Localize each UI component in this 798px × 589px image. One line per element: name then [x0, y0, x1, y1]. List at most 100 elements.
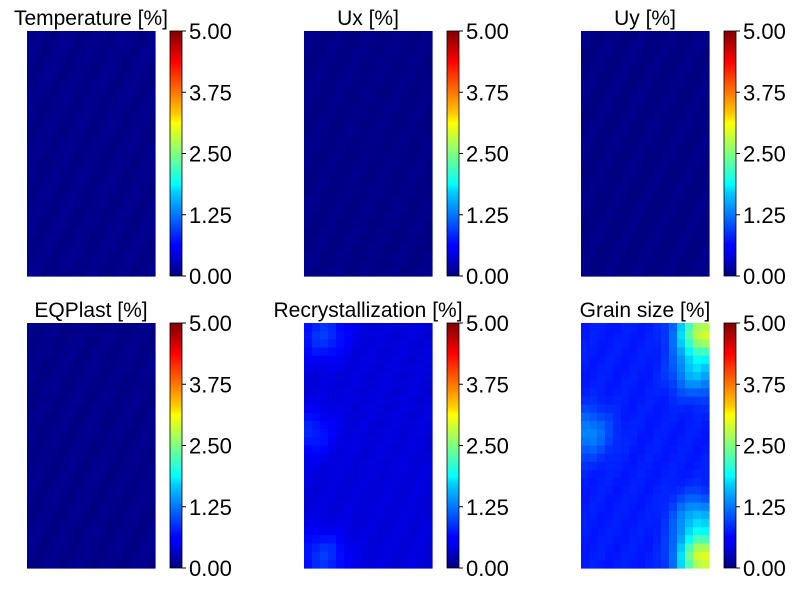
- heatmap-cell: [701, 178, 710, 187]
- heatmap-cell: [35, 80, 44, 89]
- heatmap-cell: [424, 112, 433, 122]
- heatmap-cell: [376, 243, 385, 253]
- heatmap-cell: [605, 486, 614, 496]
- heatmap-cell: [312, 161, 321, 171]
- heatmap-cell: [123, 39, 132, 48]
- heatmap-cell: [35, 227, 44, 236]
- heatmap-cell: [613, 202, 622, 212]
- heatmap-cell: [35, 88, 44, 97]
- heatmap-cell: [51, 31, 60, 40]
- heatmap-cell: [27, 63, 36, 73]
- heatmap-cell: [376, 71, 385, 81]
- heatmap-cell: [424, 267, 433, 277]
- heatmap-cell: [621, 243, 630, 253]
- heatmap-cell: [653, 186, 662, 195]
- heatmap-cell: [107, 80, 116, 89]
- heatmap-cell: [693, 55, 702, 65]
- heatmap-cell: [693, 80, 702, 89]
- heatmap-cell: [344, 404, 353, 414]
- heatmap-cell: [59, 71, 68, 81]
- heatmap-cell: [597, 519, 606, 528]
- heatmap-cell: [597, 510, 606, 520]
- heatmap-cell: [669, 71, 678, 81]
- heatmap-cell: [75, 535, 84, 545]
- heatmap-cell: [661, 71, 670, 81]
- heatmap-cell: [400, 355, 409, 365]
- heatmap-cell: [645, 323, 654, 332]
- heatmap-cell: [107, 429, 116, 438]
- heatmap-cell: [597, 437, 606, 447]
- heatmap-cell: [376, 251, 385, 261]
- heatmap-cell: [368, 380, 377, 389]
- heatmap-cell: [669, 31, 678, 40]
- heatmap-cell: [115, 323, 124, 332]
- heatmap-cell: [43, 235, 52, 244]
- heatmap-cell: [67, 194, 76, 204]
- heatmap-cell: [685, 96, 694, 106]
- heatmap-cell: [368, 267, 377, 277]
- heatmap-cell: [605, 339, 614, 349]
- heatmap-cell: [408, 31, 417, 40]
- heatmap-cell: [637, 494, 646, 504]
- colorbar-tick-label: 1.25: [743, 495, 786, 520]
- heatmap-cell: [613, 559, 622, 569]
- heatmap-cell: [621, 210, 630, 220]
- heatmap-cell: [107, 47, 116, 57]
- heatmap-cell: [701, 129, 710, 138]
- heatmap-cell: [701, 510, 710, 520]
- heatmap-cell: [147, 186, 156, 195]
- heatmap-cell: [693, 412, 702, 422]
- heatmap-cell: [35, 194, 44, 204]
- heatmap-cell: [115, 445, 124, 455]
- heatmap-cell: [147, 494, 156, 504]
- heatmap-cell: [59, 39, 68, 48]
- heatmap-cell: [336, 129, 345, 138]
- heatmap-cell: [352, 161, 361, 171]
- heatmap-cell: [408, 429, 417, 438]
- heatmap-cell: [360, 470, 369, 479]
- heatmap-cell: [67, 80, 76, 89]
- heatmap-cell: [597, 331, 606, 340]
- heatmap-cell: [312, 347, 321, 357]
- heatmap-cell: [416, 202, 425, 212]
- heatmap-cell: [115, 412, 124, 422]
- heatmap-cell: [597, 88, 606, 97]
- heatmap-cell: [424, 55, 433, 65]
- heatmap-cell: [123, 527, 132, 536]
- heatmap-cell: [685, 347, 694, 357]
- heatmap-cell: [645, 71, 654, 81]
- heatmap-cell: [360, 372, 369, 381]
- heatmap-cell: [107, 323, 116, 332]
- heatmap-cell: [701, 251, 710, 261]
- heatmap-cell: [368, 227, 377, 236]
- heatmap-cell: [139, 104, 148, 114]
- heatmap-cell: [653, 502, 662, 512]
- heatmap-cell: [320, 169, 329, 179]
- heatmap-cell: [424, 31, 433, 40]
- heatmap-cell: [320, 372, 329, 381]
- heatmap-cell: [384, 178, 393, 187]
- heatmap-cell: [581, 39, 590, 48]
- heatmap-cell: [701, 331, 710, 340]
- heatmap-cell: [328, 470, 337, 479]
- heatmap-cell: [661, 104, 670, 114]
- heatmap-cell: [131, 470, 140, 479]
- heatmap-cell: [67, 112, 76, 122]
- heatmap-cell: [43, 445, 52, 455]
- heatmap-cell: [637, 120, 646, 130]
- heatmap-cell: [115, 96, 124, 106]
- heatmap-cell: [344, 218, 353, 228]
- heatmap-cell: [312, 494, 321, 504]
- heatmap-cell: [685, 104, 694, 114]
- heatmap-cell: [43, 502, 52, 512]
- heatmap-cell: [376, 104, 385, 114]
- heatmap-cell: [392, 429, 401, 438]
- heatmap-cell: [131, 145, 140, 155]
- heatmap-cell: [360, 486, 369, 496]
- heatmap-cell: [376, 543, 385, 553]
- heatmap-cell: [27, 137, 36, 146]
- heatmap-cell: [91, 153, 100, 163]
- heatmap-cell: [597, 96, 606, 106]
- heatmap-cell: [139, 39, 148, 48]
- heatmap-cell: [312, 372, 321, 381]
